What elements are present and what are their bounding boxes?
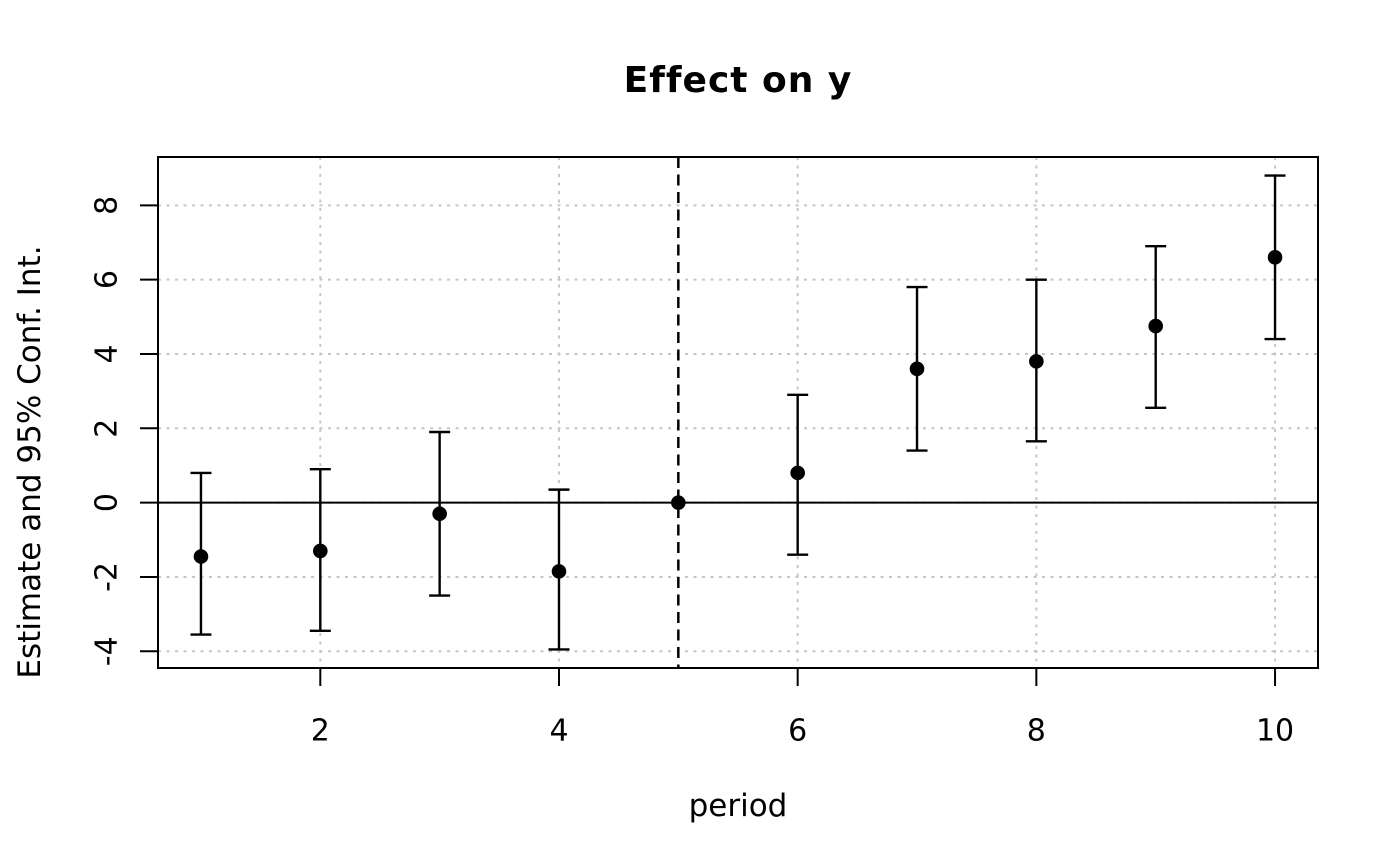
x-tick-label: 2: [311, 714, 330, 749]
data-point: [671, 495, 686, 510]
data-point: [432, 506, 447, 522]
data-series: [190, 174, 1286, 651]
y-tick-label: 6: [90, 270, 125, 289]
x-axis-label: period: [688, 788, 788, 824]
axis-ticks: 2 4 6 8 10 -4 -2 0 2 4 6 8: [90, 196, 1295, 749]
plot-border: [157, 156, 1319, 669]
data-point: [1148, 318, 1163, 334]
data-point: [1267, 250, 1283, 265]
y-tick-label: 0: [90, 493, 125, 512]
y-tick-label: -2: [90, 562, 125, 592]
y-tick-label: 4: [90, 344, 125, 363]
chart-title: Effect on y: [623, 60, 853, 101]
data-point: [790, 465, 805, 481]
grid: [158, 157, 1318, 668]
data-point: [909, 361, 925, 377]
x-tick-label: 10: [1256, 714, 1294, 749]
x-tick-label: 8: [1027, 714, 1046, 749]
y-tick-label: 2: [90, 419, 125, 438]
data-point: [193, 549, 209, 564]
y-tick-label: 8: [90, 196, 125, 215]
data-point: [551, 564, 567, 579]
data-point: [1029, 354, 1044, 369]
x-tick-label: 4: [549, 714, 568, 749]
data-point: [313, 543, 328, 559]
y-tick-label: -4: [90, 636, 125, 666]
x-tick-label: 6: [788, 714, 807, 749]
